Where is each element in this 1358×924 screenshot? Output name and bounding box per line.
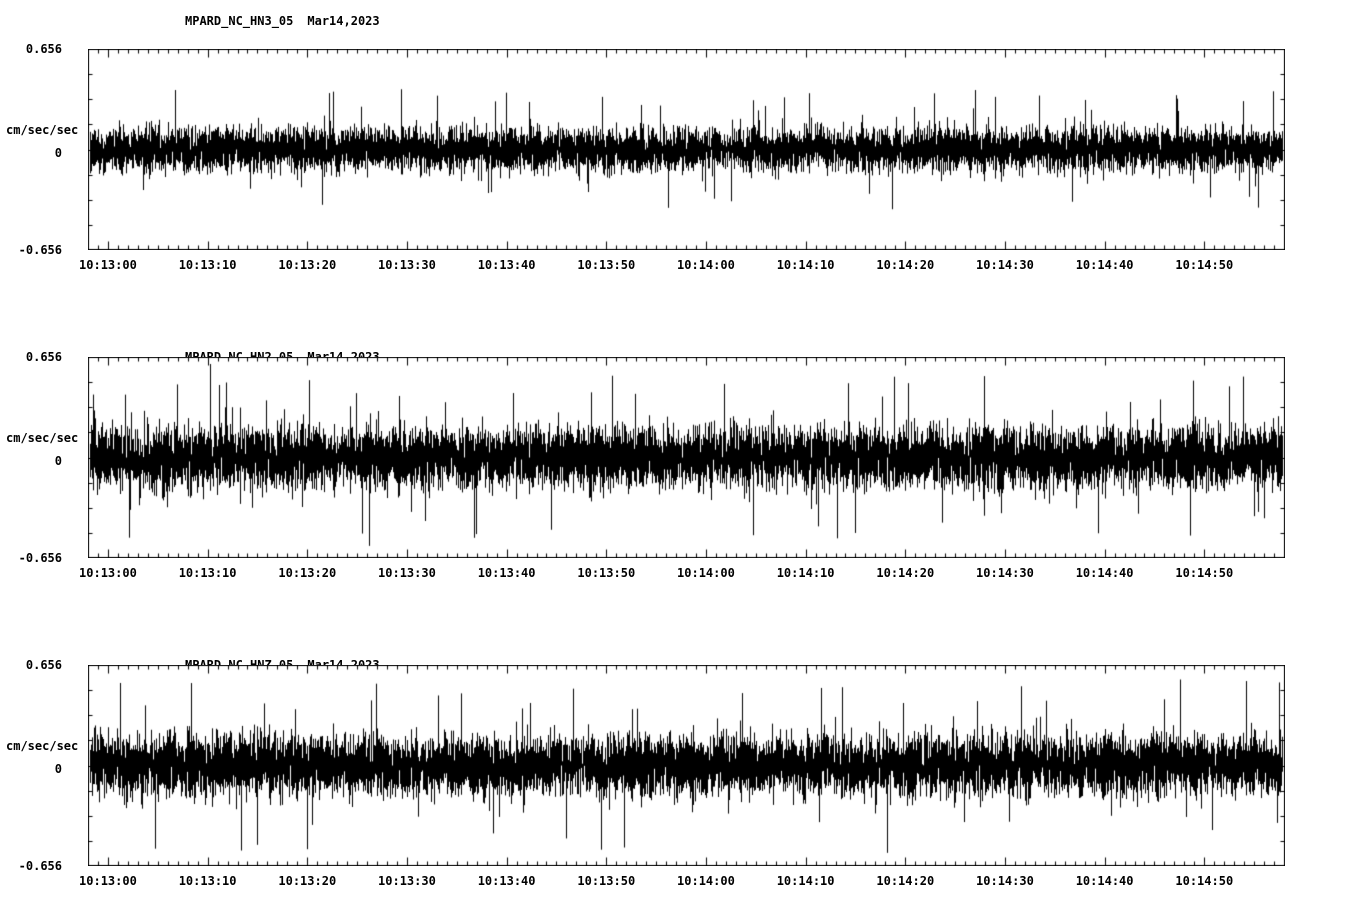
y-axis-units-label: cm/sec/sec: [6, 123, 79, 137]
x-tick-label: 10:14:50: [1175, 258, 1234, 272]
plot-area: [88, 357, 1285, 558]
x-tick-label: 10:13:40: [477, 566, 536, 580]
x-tick-label: 10:13:50: [577, 874, 636, 888]
y-axis-zero-label: 0: [54, 762, 62, 776]
x-tick-label: 10:14:00: [677, 874, 735, 888]
x-tick-label: 10:14:00: [677, 258, 735, 272]
x-tick-label: 10:13:00: [79, 874, 137, 888]
y-axis-max-label: 0.656: [25, 42, 62, 56]
y-axis-units-label: cm/sec/sec: [6, 431, 79, 445]
x-tick-label: 10:14:10: [776, 258, 835, 272]
x-tick-label: 10:14:20: [876, 566, 935, 580]
x-axis-labels: 10:13:00 10:13:10 10:13:20 10:13:30 10:13:40…: [79, 566, 1285, 582]
x-axis-labels: 10:13:00 10:13:10 10:13:20 10:13:30 10:13:40…: [79, 874, 1285, 890]
x-tick-label: 10:14:20: [876, 874, 935, 888]
x-tick-label: 10:14:20: [876, 258, 935, 272]
y-axis-min-label: -0.656: [18, 551, 62, 565]
x-tick-label: 10:14:30: [976, 874, 1034, 888]
x-tick-label: 10:14:10: [776, 874, 835, 888]
x-tick-label: 10:13:20: [278, 874, 337, 888]
x-tick-label: 10:13:00: [79, 258, 137, 272]
x-tick-label: 10:13:10: [178, 258, 237, 272]
x-tick-label: 10:13:20: [278, 258, 337, 272]
y-axis-max-label: 0.656: [25, 658, 62, 672]
x-tick-label: 10:13:50: [577, 566, 636, 580]
plot-area: [88, 665, 1285, 866]
x-tick-label: 10:13:40: [477, 258, 536, 272]
x-tick-label: 10:14:00: [677, 566, 735, 580]
y-axis-min-label: -0.656: [18, 859, 62, 873]
x-tick-label: 10:13:30: [378, 874, 436, 888]
y-axis-zero-label: 0: [54, 146, 62, 160]
seismogram-panel-hn3: MPARD_NC_HN3_05 Mar14,2023 0.656 cm/sec/s…: [0, 0, 1358, 308]
waveform-canvas: [88, 49, 1285, 250]
y-axis-max-label: 0.656: [25, 350, 62, 364]
x-tick-label: 10:14:50: [1175, 566, 1234, 580]
y-axis-units-label: cm/sec/sec: [6, 739, 79, 753]
x-tick-label: 10:14:30: [976, 566, 1034, 580]
trace-title: MPARD_NC_HN3_05 Mar14,2023: [185, 14, 380, 28]
x-axis-labels: 10:13:00 10:13:10 10:13:20 10:13:30 10:13:40…: [79, 258, 1285, 274]
plot-area: [88, 49, 1285, 250]
y-axis-zero-label: 0: [54, 454, 62, 468]
x-tick-label: 10:13:30: [378, 566, 436, 580]
x-tick-label: 10:13:50: [577, 258, 636, 272]
x-tick-label: 10:13:20: [278, 566, 337, 580]
x-tick-label: 10:14:50: [1175, 874, 1234, 888]
waveform-canvas: [88, 357, 1285, 558]
x-tick-label: 10:14:10: [776, 566, 835, 580]
x-tick-label: 10:13:40: [477, 874, 536, 888]
x-tick-label: 10:14:30: [976, 258, 1034, 272]
y-axis-min-label: -0.656: [18, 243, 62, 257]
x-tick-label: 10:14:40: [1075, 566, 1134, 580]
trace-date: Mar14,2023: [307, 14, 380, 28]
x-tick-label: 10:13:30: [378, 258, 436, 272]
x-tick-label: 10:13:10: [178, 566, 237, 580]
waveform-canvas: [88, 665, 1285, 866]
x-tick-label: 10:14:40: [1075, 874, 1134, 888]
station-code: MPARD_NC_HN3_05: [185, 14, 294, 28]
x-tick-label: 10:13:00: [79, 566, 137, 580]
x-tick-label: 10:14:40: [1075, 258, 1134, 272]
x-tick-label: 10:13:10: [178, 874, 237, 888]
